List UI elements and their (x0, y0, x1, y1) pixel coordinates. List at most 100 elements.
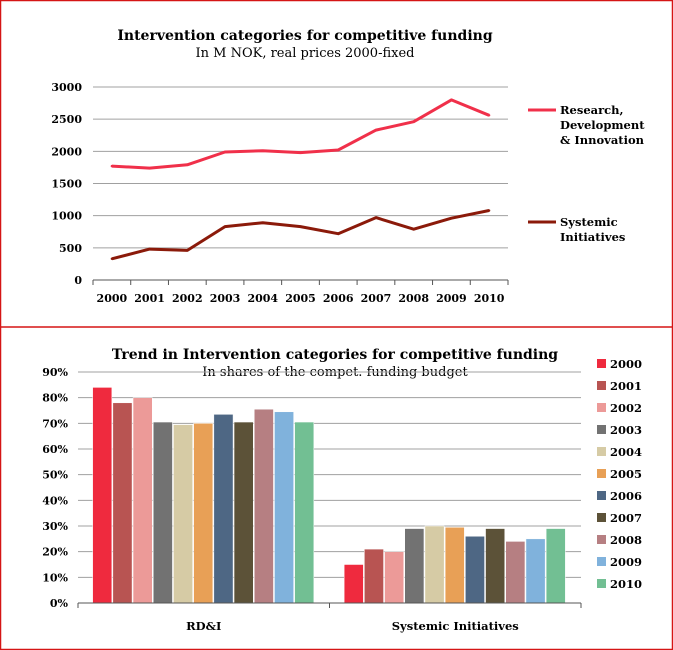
legend-swatch-2008 (597, 535, 606, 544)
series-line-2 (111, 209, 490, 261)
y-tick-label: 30% (42, 520, 68, 533)
legend-label: Research, (560, 103, 624, 117)
bar-rdi-2008 (254, 408, 274, 604)
legend-label: Development (560, 118, 645, 132)
x-tick-label: 2003 (210, 292, 241, 305)
legend-label: 2002 (610, 401, 642, 415)
line-chart: 0 500 1000 1500 2000 2500 3000 2000 2001 2002 2003… (51, 81, 645, 305)
bar-systemicinitiatives-2010 (545, 528, 566, 604)
data-point (487, 209, 491, 212)
data-point (299, 225, 302, 228)
bar-systemicinitiatives-2006 (465, 536, 485, 604)
y-tick-label: 90% (42, 366, 68, 379)
data-point (450, 217, 453, 220)
x-tick-label: 2007 (361, 292, 392, 305)
line-chart-title: Intervention categories for competitive … (117, 28, 492, 44)
legend-swatch-2005 (597, 469, 606, 478)
legend-label: 2001 (610, 379, 642, 393)
y-tick-label: 0 (74, 274, 82, 287)
legend-label: 2006 (610, 489, 642, 503)
bar-rdi-2003 (153, 421, 173, 604)
legend-swatch-2000 (597, 359, 606, 368)
legend-label: 2005 (610, 467, 642, 481)
data-point (110, 164, 114, 168)
legend-swatch-2002 (597, 403, 606, 412)
legend-label: 2010 (610, 577, 642, 591)
y-tick-label: 60% (42, 443, 68, 456)
bar-systemicinitiatives-2009 (525, 538, 546, 604)
x-tick-label: 2008 (398, 292, 429, 305)
x-tick-label: 2010 (474, 292, 505, 305)
data-point (374, 128, 378, 132)
y-tick-label: 50% (42, 469, 68, 482)
data-point (412, 227, 415, 231)
legend-label: & Innovation (560, 133, 645, 147)
bar-systemicinitiatives-2007 (485, 528, 505, 604)
legend-label: 2004 (610, 445, 642, 459)
data-point (186, 249, 189, 252)
bar-systemicinitiatives-2003 (404, 528, 425, 604)
bar-rdi-2001 (112, 402, 133, 604)
legend-swatch-2010 (597, 579, 606, 588)
y-tick-label: 500 (59, 242, 82, 255)
data-point (487, 114, 491, 117)
data-point (337, 148, 340, 152)
bar-rdi-2004 (173, 424, 193, 604)
legend-label: Initiatives (560, 230, 625, 244)
y-tick-label: 10% (42, 571, 68, 584)
bar-chart-title: Trend in Intervention categories for com… (112, 347, 558, 363)
legend-label: 2009 (610, 555, 642, 569)
bar-systemicinitiatives-2000 (343, 564, 364, 604)
bar-rdi-2000 (92, 387, 113, 604)
y-tick-label: 70% (42, 417, 68, 430)
legend-swatch-2004 (597, 447, 606, 456)
data-point (186, 163, 189, 167)
x-tick-label: 2001 (134, 292, 165, 305)
data-point (148, 166, 151, 170)
legend-label: 2008 (610, 533, 642, 547)
bar-rdi-2007 (233, 421, 254, 604)
data-point (223, 225, 227, 228)
series-line-1 (111, 98, 490, 170)
data-point (299, 151, 302, 154)
legend-label: Systemic (560, 215, 618, 229)
data-point (337, 232, 340, 235)
legend-label: 2003 (610, 423, 642, 437)
y-tick-label: 20% (42, 546, 68, 559)
y-tick-label: 40% (42, 494, 68, 507)
bar-rdi-2005 (193, 423, 214, 604)
data-point (412, 120, 415, 123)
x-tick-label: 2000 (97, 292, 128, 305)
y-tick-label: 2500 (51, 113, 82, 126)
bar-rdi-2009 (274, 411, 294, 604)
bar-systemicinitiatives-2004 (424, 525, 445, 604)
legend-swatch-2007 (597, 513, 606, 522)
bar-rdi-2010 (294, 421, 315, 604)
data-point (450, 98, 453, 102)
legend-label: 2000 (610, 357, 642, 371)
bar-systemicinitiatives-2001 (364, 548, 384, 604)
data-point (261, 149, 264, 152)
bar-chart: 0% 10% 20% 30% 40% 50% 60% 70% 80% 90% RD&I Systemi… (42, 357, 642, 633)
bar-systemicinitiatives-2005 (444, 527, 465, 604)
x-tick-label: 2002 (172, 292, 203, 305)
legend-swatch-2009 (597, 557, 606, 566)
x-category-label: Systemic Initiatives (392, 619, 519, 633)
legend-label: 2007 (610, 511, 642, 525)
x-tick-label: 2006 (323, 292, 354, 305)
line-chart-subtitle: In M NOK, real prices 2000-fixed (195, 46, 414, 61)
data-point (148, 247, 151, 251)
data-point (110, 257, 114, 260)
data-point (261, 221, 264, 224)
y-tick-label: 3000 (51, 81, 82, 94)
x-tick-label: 2005 (285, 292, 316, 305)
x-tick-label: 2004 (247, 292, 278, 305)
x-tick-label: 2009 (436, 292, 467, 305)
y-tick-label: 1500 (51, 178, 82, 191)
bar-systemicinitiatives-2008 (505, 541, 526, 604)
y-tick-label: 2000 (51, 145, 82, 158)
data-point (374, 216, 378, 219)
legend-swatch-2001 (597, 381, 606, 390)
y-tick-label: 1000 (51, 210, 82, 223)
